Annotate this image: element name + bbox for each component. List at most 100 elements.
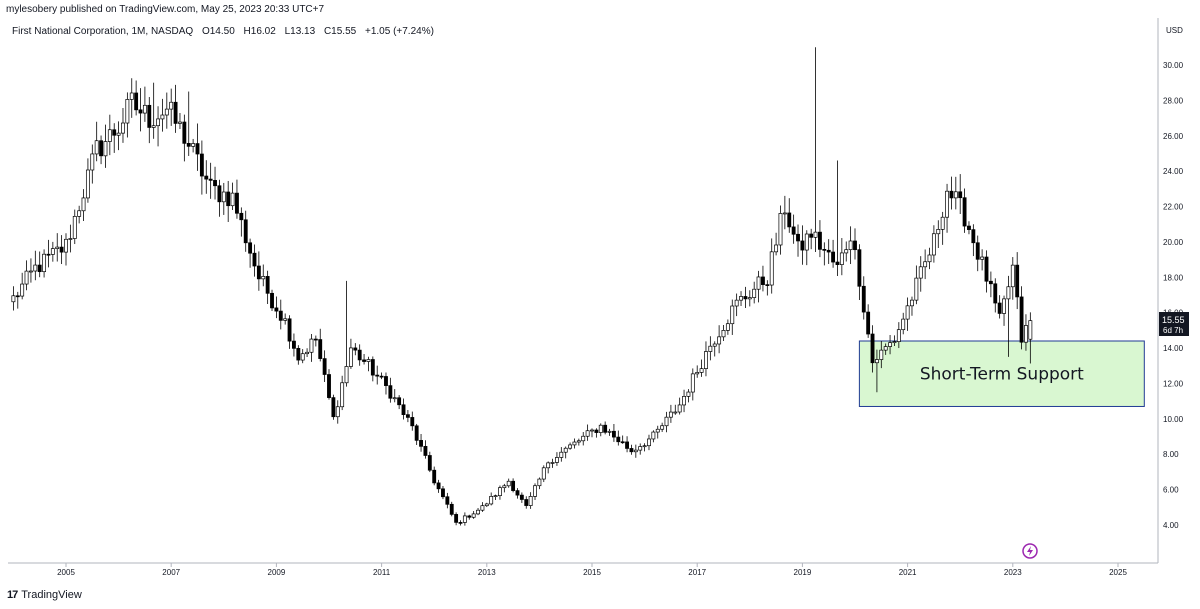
candle[interactable] [348, 338, 353, 369]
candle[interactable] [405, 409, 410, 423]
candle[interactable] [616, 430, 621, 446]
candle[interactable] [147, 97, 152, 144]
candle[interactable] [173, 84, 178, 133]
candle[interactable] [107, 114, 112, 156]
candle[interactable] [642, 443, 647, 452]
candle[interactable] [975, 235, 980, 272]
candle[interactable] [156, 106, 160, 147]
candle[interactable] [682, 389, 686, 413]
candle[interactable] [848, 226, 853, 265]
candle[interactable] [160, 98, 165, 132]
candle[interactable] [791, 214, 796, 244]
candle[interactable] [169, 88, 174, 126]
candle[interactable] [550, 458, 555, 468]
candle[interactable] [730, 299, 735, 335]
candle[interactable] [217, 179, 222, 217]
candle[interactable] [555, 452, 559, 466]
candle[interactable] [331, 394, 336, 420]
candle[interactable] [248, 238, 253, 268]
candle[interactable] [462, 512, 467, 526]
candle[interactable] [72, 209, 77, 245]
candle[interactable] [313, 335, 318, 347]
candle[interactable] [756, 270, 761, 303]
candle[interactable] [953, 176, 958, 210]
lightning-icon[interactable] [1022, 543, 1038, 559]
candle[interactable] [625, 436, 629, 453]
candle[interactable] [11, 286, 16, 311]
candle[interactable] [949, 176, 954, 210]
candle[interactable] [375, 365, 380, 385]
candle[interactable] [997, 295, 1002, 319]
candle[interactable] [585, 424, 590, 441]
candle[interactable] [651, 430, 656, 443]
candle[interactable] [800, 225, 805, 265]
candle[interactable] [221, 182, 226, 215]
symbol-name[interactable]: First National Corporation, 1M, NASDAQ [12, 26, 194, 37]
candle[interactable] [471, 511, 476, 519]
candle[interactable] [945, 183, 949, 233]
candle[interactable] [677, 397, 682, 415]
time-scale[interactable]: 2005 2007 2009 2011 2013 2015 2017 2019 2021 2023… [57, 563, 1127, 577]
candle[interactable] [914, 265, 919, 305]
candle[interactable] [300, 349, 305, 364]
candle[interactable] [94, 121, 99, 162]
candle[interactable] [984, 250, 989, 293]
candle[interactable] [896, 322, 901, 349]
candle[interactable] [419, 434, 423, 452]
candle[interactable] [309, 333, 314, 362]
candle[interactable] [55, 233, 60, 262]
candle[interactable] [734, 293, 739, 317]
candle[interactable] [743, 286, 748, 309]
candle[interactable] [809, 228, 814, 250]
candle[interactable] [765, 280, 770, 296]
tradingview-logo[interactable]: 17 TradingView [7, 589, 82, 601]
candle[interactable] [213, 166, 217, 200]
candle[interactable] [813, 47, 818, 252]
candle[interactable] [874, 349, 879, 393]
candle[interactable] [844, 241, 849, 262]
candle[interactable] [769, 238, 774, 294]
candle[interactable] [489, 492, 494, 506]
candle[interactable] [647, 434, 651, 451]
candle[interactable] [918, 256, 923, 292]
candle[interactable] [252, 244, 257, 277]
candle[interactable] [357, 344, 362, 366]
candle[interactable] [103, 124, 108, 168]
candle[interactable] [778, 205, 783, 255]
support-zone-box[interactable] [858, 340, 1145, 407]
candle[interactable] [936, 220, 941, 249]
candle[interactable] [50, 241, 55, 262]
candle[interactable] [524, 496, 529, 509]
candle[interactable] [581, 432, 586, 446]
candle[interactable] [427, 451, 432, 473]
candle[interactable] [839, 238, 844, 276]
candle[interactable] [29, 258, 33, 283]
candle[interactable] [46, 239, 51, 268]
candle[interactable] [660, 422, 665, 432]
candle[interactable] [576, 438, 581, 446]
candle[interactable] [384, 372, 388, 395]
candle[interactable] [940, 211, 945, 245]
candle[interactable] [725, 319, 730, 335]
candle[interactable] [607, 428, 612, 436]
candle[interactable] [142, 86, 147, 122]
candle[interactable] [690, 368, 695, 401]
candle[interactable] [230, 182, 235, 211]
candle[interactable] [414, 423, 419, 445]
candle[interactable] [480, 502, 485, 512]
candle[interactable] [752, 281, 757, 304]
candle[interactable] [910, 296, 914, 316]
candle[interactable] [1028, 312, 1033, 364]
candle[interactable] [90, 144, 95, 184]
candle[interactable] [704, 341, 708, 377]
candle[interactable] [37, 251, 42, 278]
candle[interactable] [366, 356, 371, 372]
candle[interactable] [620, 435, 625, 444]
candle[interactable] [967, 221, 971, 235]
candle[interactable] [958, 174, 963, 215]
candle[interactable] [721, 324, 726, 341]
candle[interactable] [335, 400, 340, 424]
candle[interactable] [879, 340, 884, 369]
candle[interactable] [401, 398, 406, 420]
